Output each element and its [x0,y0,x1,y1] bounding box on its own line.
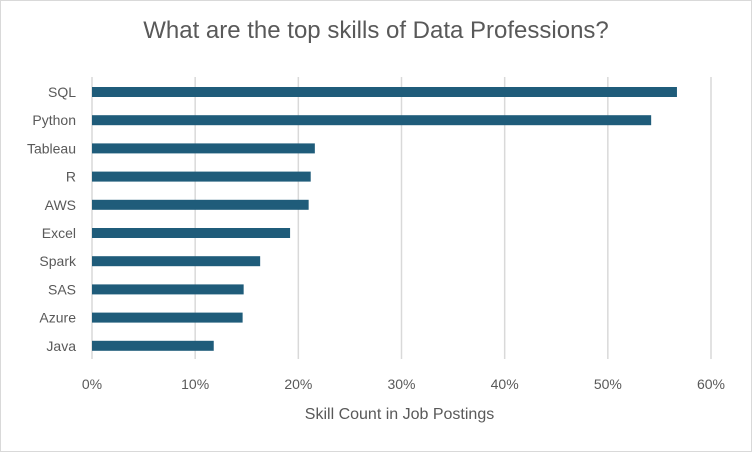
bars [92,87,677,351]
bar [92,115,652,126]
bar [92,340,214,351]
category-label: SAS [48,281,76,297]
x-tick-label: 40% [491,376,519,392]
category-label: AWS [45,197,76,213]
bar [92,256,261,267]
category-label: Tableau [27,140,76,156]
bar [92,199,309,210]
x-tick-label: 50% [594,376,622,392]
x-axis-title: Skill Count in Job Postings [305,406,494,423]
bar [92,87,677,97]
category-label: R [66,169,76,185]
bar [92,284,244,295]
bar [92,228,291,238]
x-tick-label: 30% [387,376,415,392]
bar [92,171,311,182]
category-label: Java [46,338,76,354]
bar [92,143,315,154]
tick-labels: 0% 10% 20% 30% 40% 50% 60% [82,376,725,392]
x-tick-label: 10% [181,376,209,392]
category-label: SQL [48,84,76,100]
x-tick-label: 0% [82,376,102,392]
x-tick-label: 20% [284,376,312,392]
category-labels: SQL Python Tableau R AWS Excel Spark SAS Azure Ja… [27,84,77,354]
bar [92,312,243,323]
category-label: Azure [39,310,76,326]
category-label: Python [32,112,76,128]
category-label: Excel [42,225,76,241]
x-tick-label: 60% [697,376,725,392]
category-label: Spark [39,253,77,269]
chart-title: What are the top skills of Data Professi… [143,17,609,44]
